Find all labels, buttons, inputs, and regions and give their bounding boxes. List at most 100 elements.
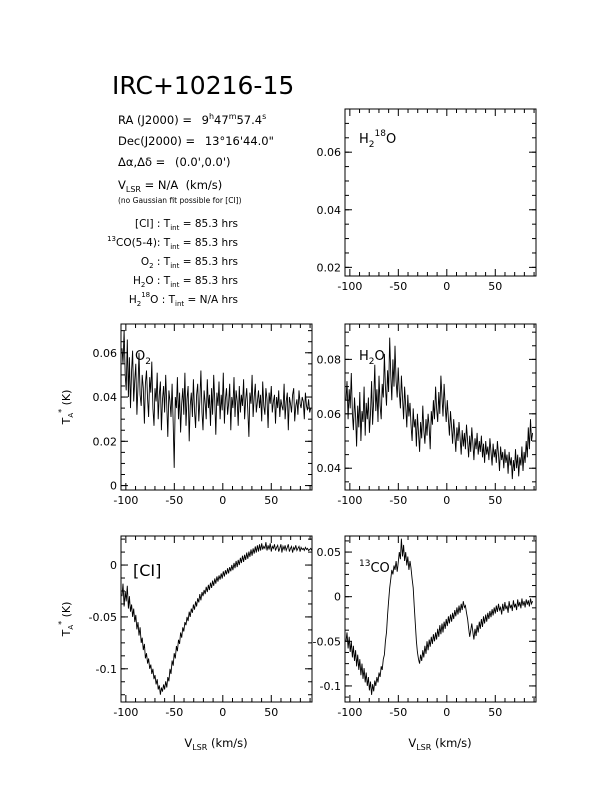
plot-frame: [344, 323, 537, 491]
x-tick-label: -50: [165, 494, 183, 507]
tint-value: = 85.3 hrs: [179, 275, 238, 287]
ra-label: RA (J2000) =: [118, 113, 192, 127]
y-tick-label: -0.05: [313, 635, 341, 648]
y-tick-label: 0.06: [317, 408, 342, 421]
y-tick-label: 0: [110, 559, 117, 572]
x-tick-label: 50: [488, 494, 502, 507]
y-tick-label: 0.08: [317, 353, 342, 366]
y-tick-label: 0.05: [317, 546, 342, 559]
species-panel-label: 13CO: [359, 559, 390, 576]
species-sub: 2: [137, 300, 141, 308]
y-tick-label: -0.05: [89, 611, 117, 624]
species-sub: 2: [149, 262, 153, 270]
y-tick-label: 0.06: [317, 146, 342, 159]
offset-label: Δα,Δδ =: [118, 155, 165, 169]
x-tick-label: -50: [389, 706, 407, 719]
tint-sub: int: [170, 224, 179, 232]
spectrum-line: [121, 330, 312, 468]
tint-value: = 85.3 hrs: [179, 218, 238, 230]
x-tick-label: -100: [337, 280, 362, 293]
tint-sub: int: [170, 262, 179, 270]
x-tick-label: -100: [337, 494, 362, 507]
x-tick-label: -100: [113, 706, 138, 719]
spectrum-panel: -100 -50 0 50 0 0.02 0.04 0.06 O2: [93, 323, 313, 507]
header-block: IRC+10216-15 RA (J2000) = 9h47m57.4s Dec…: [107, 71, 294, 308]
species-label: CO(5-4): T: [116, 237, 171, 249]
tint-value: = 85.3 hrs: [179, 256, 238, 268]
y-tick-label: 0: [334, 591, 341, 604]
x-tick-label: -50: [389, 494, 407, 507]
species-label-rest: O : T: [145, 275, 170, 287]
tint-value: = N/A hrs: [184, 294, 238, 306]
y-tick-label: 0: [110, 480, 117, 493]
y-axis-label: TA* (K): [57, 602, 75, 638]
y-tick-label: 0.04: [317, 462, 342, 475]
x-tick-label: 0: [219, 494, 226, 507]
x-tick-label: -50: [165, 706, 183, 719]
vlsr-sub: LSR: [126, 185, 142, 194]
integration-row: H218O : Tint = N/A hrs: [129, 291, 238, 308]
x-tick-label: 0: [219, 706, 226, 719]
y-tick-label: -0.1: [320, 680, 341, 693]
ra-line: RA (J2000) = 9h47m57.4s: [118, 112, 266, 127]
isotope-sup: 13: [107, 235, 116, 243]
isotope-sup: 18: [141, 291, 150, 299]
y-tick-label: 0.02: [317, 261, 342, 274]
x-tick-label: -100: [337, 706, 362, 719]
species-sub: 2: [141, 281, 145, 289]
ra-s-unit: s: [262, 112, 266, 121]
spectrum-panel: -100 -50 0 50 0.04 0.06 0.08 H2O: [317, 323, 537, 507]
dec-line: Dec(J2000) = 13°16'44.0": [118, 134, 274, 148]
spectrum-line: [345, 538, 534, 695]
tint-sub: int: [170, 243, 179, 251]
y-tick-label: 0.02: [93, 435, 118, 448]
x-tick-label: 50: [264, 706, 278, 719]
integration-row: 13CO(5-4): Tint = 85.3 hrs: [107, 235, 238, 251]
ra-minutes: 47: [214, 113, 229, 127]
integration-row: [CI] : Tint = 85.3 hrs: [135, 218, 238, 232]
vlsr-line: VLSR = N/A (km/s): [118, 178, 222, 194]
x-tick-label: 0: [443, 494, 450, 507]
x-axis-label: VLSR (km/s): [184, 736, 247, 752]
x-tick-label: 50: [488, 706, 502, 719]
species-label: O: [141, 256, 149, 268]
x-tick-label: -100: [113, 494, 138, 507]
species-label-rest: : T: [154, 256, 171, 268]
species-panel-label: H2O: [359, 349, 385, 367]
species-panel-label: H218O: [359, 129, 396, 150]
x-axis-label: VLSR (km/s): [408, 736, 471, 752]
x-tick-label: 50: [488, 280, 502, 293]
ra-seconds: 57.4: [236, 113, 262, 127]
x-tick-label: -50: [389, 280, 407, 293]
integration-row: H2O : Tint = 85.3 hrs: [133, 275, 238, 289]
species-panel-label: [CI]: [133, 561, 161, 580]
vlsr-value: = N/A (km/s): [141, 178, 222, 192]
ra-hours: 9: [202, 113, 209, 127]
spectrum-line: [121, 542, 312, 695]
offset-value: (0.0',0.0'): [175, 155, 231, 169]
y-tick-label: 0.04: [317, 204, 342, 217]
tint-value: = 85.3 hrs: [179, 237, 238, 249]
species-label-rest: O : T: [150, 294, 175, 306]
plot-frame: [344, 108, 537, 277]
y-tick-label: -0.1: [96, 663, 117, 676]
integration-row: O2 : Tint = 85.3 hrs: [141, 256, 238, 270]
spectrum-panel: -100 -50 0 50 -0.1 -0.05 0 0.05 13CO: [313, 535, 537, 719]
fit-note: (no Gaussian fit possible for [CI]): [118, 196, 242, 205]
species-label: H: [129, 294, 137, 306]
spectrum-panel: -100 -50 0 50 0.02 0.04 0.06 H218O: [317, 108, 537, 293]
x-tick-label: 50: [264, 494, 278, 507]
x-tick-label: 0: [443, 280, 450, 293]
tint-sub: int: [170, 281, 179, 289]
offset-line: Δα,Δδ = (0.0',0.0'): [118, 155, 231, 169]
ra-h-unit: h: [209, 112, 214, 121]
y-tick-label: 0.04: [93, 391, 118, 404]
species-label: H: [133, 275, 141, 287]
spectrum-panel: -100 -50 0 50 -0.1 -0.05 0 [CI]: [89, 535, 313, 719]
x-tick-label: 0: [443, 706, 450, 719]
species-panel-label: O2: [135, 349, 151, 367]
dec-value: 13°16'44.0": [205, 134, 274, 148]
tint-sub: int: [175, 300, 184, 308]
